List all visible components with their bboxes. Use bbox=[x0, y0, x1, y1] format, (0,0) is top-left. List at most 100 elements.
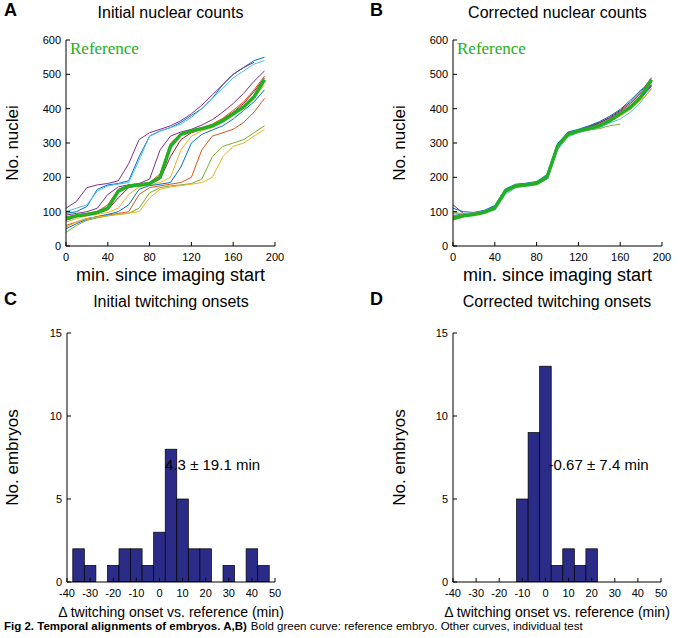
x-axis-line bbox=[67, 582, 275, 583]
x-tick bbox=[149, 242, 150, 246]
panel-letter: C bbox=[4, 289, 17, 309]
x-tick-label: -20 bbox=[491, 587, 507, 599]
histogram-bar bbox=[107, 565, 119, 582]
y-tick-label: 15 bbox=[50, 327, 62, 339]
y-tick-label: 200 bbox=[43, 171, 61, 183]
x-tick bbox=[494, 242, 495, 246]
y-tick-label: 400 bbox=[430, 103, 448, 115]
x-tick-label: 0 bbox=[156, 587, 162, 599]
y-tick-label: 500 bbox=[43, 68, 61, 80]
x-tick-label: 200 bbox=[653, 251, 671, 263]
x-tick bbox=[499, 578, 500, 582]
histogram-bar bbox=[563, 549, 575, 582]
x-tick-label: 200 bbox=[266, 251, 284, 263]
chart-title: Initial nuclear counts bbox=[98, 4, 244, 21]
series-line bbox=[66, 78, 265, 221]
legend-entry: Reference bbox=[70, 39, 139, 58]
panel-1: BCorrected nuclear countsReference040801… bbox=[370, 0, 671, 285]
panel-letter: A bbox=[4, 0, 17, 20]
x-tick bbox=[66, 242, 67, 246]
x-tick bbox=[251, 578, 252, 582]
y-tick bbox=[453, 108, 457, 109]
x-tick bbox=[182, 578, 183, 582]
reference-line bbox=[453, 80, 652, 219]
x-tick-label: 80 bbox=[530, 251, 542, 263]
x-tick-label: 30 bbox=[609, 587, 621, 599]
series-line bbox=[66, 85, 265, 222]
y-tick bbox=[66, 177, 70, 178]
plot-area bbox=[66, 57, 265, 232]
x-tick bbox=[159, 578, 160, 582]
x-tick-label: 0 bbox=[63, 251, 69, 263]
y-tick-label: 600 bbox=[430, 34, 448, 46]
y-tick-label: 100 bbox=[430, 206, 448, 218]
y-tick-label: 0 bbox=[442, 240, 448, 252]
plot-area bbox=[517, 366, 598, 582]
histogram-bar bbox=[200, 549, 212, 582]
x-axis-label: Δ twitching onset vs. reference (min) bbox=[444, 604, 670, 620]
series-line bbox=[66, 126, 265, 233]
panel-letter: D bbox=[370, 289, 383, 309]
x-tick-label: 120 bbox=[569, 251, 587, 263]
x-axis-line bbox=[66, 246, 275, 247]
x-tick-label: 40 bbox=[489, 251, 501, 263]
x-tick-label: -40 bbox=[59, 587, 75, 599]
y-tick-label: 400 bbox=[43, 103, 61, 115]
plot-area bbox=[453, 78, 652, 221]
x-tick-label: 20 bbox=[586, 587, 598, 599]
y-tick bbox=[453, 416, 457, 417]
y-tick bbox=[453, 143, 457, 144]
annotation: -0.67 ± 7.4 min bbox=[549, 456, 649, 473]
x-tick-label: 40 bbox=[102, 251, 114, 263]
y-tick-label: 200 bbox=[430, 171, 448, 183]
y-tick-label: 0 bbox=[55, 240, 61, 252]
histogram-bar bbox=[246, 549, 258, 582]
y-tick bbox=[66, 40, 70, 41]
y-tick bbox=[67, 499, 71, 500]
y-tick bbox=[66, 143, 70, 144]
series-line bbox=[453, 81, 652, 220]
y-tick bbox=[453, 582, 457, 583]
caption-text: Bold green curve: reference embryo. Othe… bbox=[251, 620, 584, 632]
series-line bbox=[453, 124, 620, 214]
x-tick-label: 10 bbox=[176, 587, 188, 599]
y-tick-label: 5 bbox=[56, 493, 62, 505]
x-tick-label: -30 bbox=[468, 587, 484, 599]
x-tick bbox=[275, 578, 276, 582]
histogram-bar bbox=[73, 549, 85, 582]
series-line bbox=[453, 86, 652, 215]
histogram-bar bbox=[154, 532, 166, 582]
x-tick bbox=[591, 578, 592, 582]
annotation: 4.3 ± 19.1 min bbox=[165, 456, 260, 473]
x-tick-label: 30 bbox=[223, 587, 235, 599]
x-tick bbox=[113, 578, 114, 582]
plot-area bbox=[73, 449, 269, 582]
y-tick bbox=[67, 582, 71, 583]
y-axis-label: No. embryos bbox=[3, 409, 22, 505]
x-tick bbox=[90, 578, 91, 582]
x-tick bbox=[522, 578, 523, 582]
x-tick bbox=[67, 578, 68, 582]
x-tick-label: -30 bbox=[82, 587, 98, 599]
y-tick bbox=[67, 333, 71, 334]
x-axis-label: Δ twitching onset vs. reference (min) bbox=[58, 604, 284, 620]
x-tick-label: -10 bbox=[128, 587, 144, 599]
y-tick bbox=[453, 211, 457, 212]
panel-3: D Corrected twitching onsets -0.67 ± 7.4 m… bbox=[370, 289, 670, 620]
chart-title: Corrected twitching onsets bbox=[463, 293, 652, 310]
panel-0: AInitial nuclear countsReference04080120… bbox=[3, 0, 284, 285]
reference-line bbox=[66, 80, 265, 219]
chart-title: Initial twitching onsets bbox=[93, 293, 249, 310]
x-axis-label: min. since imaging start bbox=[463, 265, 652, 285]
x-tick-label: 50 bbox=[269, 587, 281, 599]
y-tick bbox=[66, 246, 70, 247]
histogram-bar bbox=[258, 565, 270, 582]
series-line bbox=[66, 57, 265, 213]
figure: A Initial nuclear counts Reference 0 40 80 120… bbox=[0, 0, 700, 638]
series-line bbox=[453, 85, 652, 218]
y-axis-line bbox=[67, 333, 68, 582]
histogram-bar bbox=[540, 366, 552, 582]
y-tick bbox=[66, 108, 70, 109]
y-tick-label: 5 bbox=[442, 493, 448, 505]
series-line bbox=[453, 116, 620, 217]
